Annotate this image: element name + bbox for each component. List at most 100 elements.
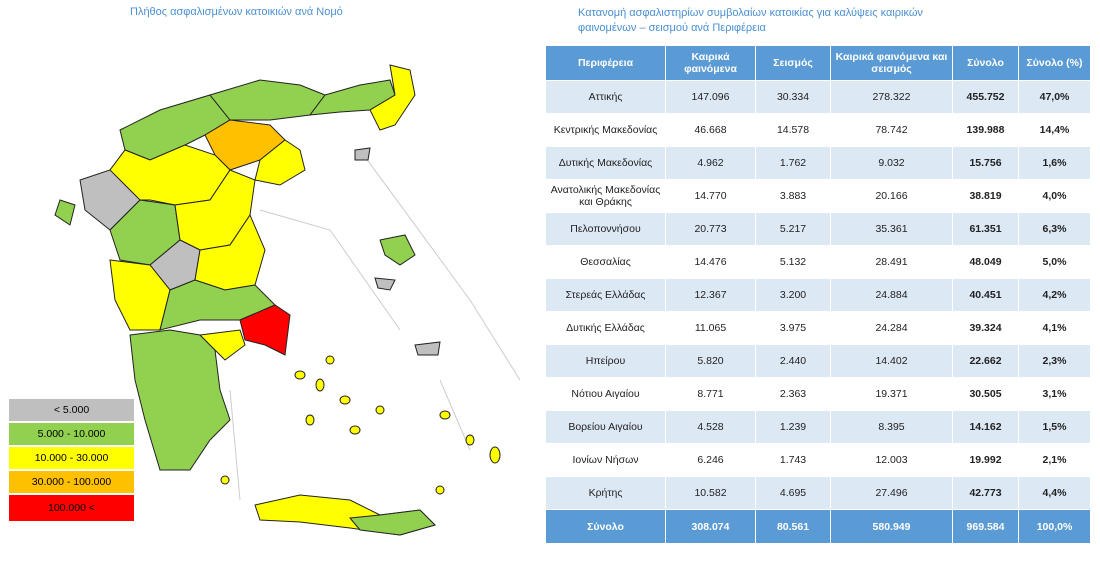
table-cell: 5.820 xyxy=(665,344,756,378)
table-cell: 30.505 xyxy=(952,377,1019,411)
table-cell: 61.351 xyxy=(952,212,1019,246)
table-cell: 4.962 xyxy=(665,146,756,180)
table-cell: 1,5% xyxy=(1018,410,1091,444)
footer-cell: 580.949 xyxy=(830,509,953,544)
sea-borders xyxy=(229,149,521,501)
table-cell: Κεντρικής Μακεδονίας xyxy=(545,113,666,147)
legend-item: 10.000 - 30.000 xyxy=(8,446,135,470)
table-cell: 4.528 xyxy=(665,410,756,444)
table-cell: Στερεάς Ελλάδας xyxy=(545,278,666,312)
table-cell: 14.476 xyxy=(665,245,756,279)
table-cell: 2,1% xyxy=(1018,443,1091,477)
table-cell: 20.166 xyxy=(830,179,953,213)
table-row: Πελοποννήσου 20.773 5.217 35.361 61.351 6,3% xyxy=(545,212,1091,246)
table-cell: 139.988 xyxy=(952,113,1019,147)
table-cell: 14.578 xyxy=(755,113,831,147)
table-cell: 40.451 xyxy=(952,278,1019,312)
table-cell: 19.992 xyxy=(952,443,1019,477)
table-cell: 2.363 xyxy=(755,377,831,411)
island-crete xyxy=(349,509,436,536)
map-title: Πλήθος ασφαλισμένων κατοικιών ανά Νομό xyxy=(130,6,343,18)
table-cell: 35.361 xyxy=(830,212,953,246)
table-row: Κεντρικής Μακεδονίας 46.668 14.578 78.742 13… xyxy=(545,113,1091,147)
table-cell: 2,3% xyxy=(1018,344,1091,378)
table-cell: Δυτικής Μακεδονίας xyxy=(545,146,666,180)
table-row: Βορείου Αιγαίου 4.528 1.239 8.395 14.162 1,5% xyxy=(545,410,1091,444)
header-cell: Σύνολο (%) xyxy=(1018,45,1091,81)
region xyxy=(209,79,326,121)
table-cell: Ανατολικής Μακεδονίας και Θράκης xyxy=(545,179,666,213)
table-row: Δυτικής Μακεδονίας 4.962 1.762 9.032 15.756 1… xyxy=(545,146,1091,180)
table-cell: 8.395 xyxy=(830,410,953,444)
table-cell: Ηπείρου xyxy=(545,344,666,378)
table-cell: 39.324 xyxy=(952,311,1019,345)
table-cell: Αττικής xyxy=(545,80,666,114)
island xyxy=(354,147,371,161)
table-row: Κρήτης 10.582 4.695 27.496 42.773 4,4% xyxy=(545,476,1091,510)
footer-cell: 308.074 xyxy=(665,509,756,544)
table-cell: 14.402 xyxy=(830,344,953,378)
table-cell: 12.003 xyxy=(830,443,953,477)
footer-cell: 80.561 xyxy=(755,509,831,544)
table-cell: 3.975 xyxy=(755,311,831,345)
table-cell: 1,6% xyxy=(1018,146,1091,180)
table-row: Ιονίων Νήσων 6.246 1.743 12.003 19.992 2,1% xyxy=(545,443,1091,477)
table-row: Ανατολικής Μακεδονίας και Θράκης 14.770 3.… xyxy=(545,179,1091,213)
table-cell: Δυτικής Ελλάδας xyxy=(545,311,666,345)
table-title: Κατανομή ασφαλιστηρίων συμβολαίων κατοικ… xyxy=(578,7,923,34)
table-cell: Θεσσαλίας xyxy=(545,245,666,279)
table: Περιφέρεια Καιρικά φαινόμενα Σεισμός Καιρικ… xyxy=(545,45,1091,544)
table-cell: 147.096 xyxy=(665,80,756,114)
header-cell: Σεισμός xyxy=(755,45,831,81)
table-cell: 278.322 xyxy=(830,80,953,114)
table-cell: 47,0% xyxy=(1018,80,1091,114)
header-row: Περιφέρεια Καιρικά φαινόμενα Σεισμός Καιρικ… xyxy=(545,45,1091,81)
table-cell: 3,1% xyxy=(1018,377,1091,411)
table-cell: Κρήτης xyxy=(545,476,666,510)
table-cell: 5,0% xyxy=(1018,245,1091,279)
header-cell: Καιρικά φαινόμενα και σεισμός xyxy=(830,45,953,81)
table-cell: 4.695 xyxy=(755,476,831,510)
table-cell: 2.440 xyxy=(755,344,831,378)
table-row: Στερεάς Ελλάδας 12.367 3.200 24.884 40.451 4,… xyxy=(545,278,1091,312)
table-cell: 12.367 xyxy=(665,278,756,312)
footer-row: Σύνολο 308.074 80.561 580.949 969.584 100,0% xyxy=(545,509,1091,544)
table-cell: 11.065 xyxy=(665,311,756,345)
legend-item: 5.000 - 10.000 xyxy=(8,422,135,446)
table-cell: 6.246 xyxy=(665,443,756,477)
table-cell: 42.773 xyxy=(952,476,1019,510)
table-cell: 14.770 xyxy=(665,179,756,213)
table-cell: Βορείου Αιγαίου xyxy=(545,410,666,444)
legend-item: 30.000 - 100.000 xyxy=(8,470,135,494)
island-group xyxy=(220,355,501,495)
header-cell: Περιφέρεια xyxy=(545,45,666,81)
table-cell: 15.756 xyxy=(952,146,1019,180)
table-cell: Πελοποννήσου xyxy=(545,212,666,246)
table-cell: 4,2% xyxy=(1018,278,1091,312)
header-cell: Καιρικά φαινόμενα xyxy=(665,45,756,81)
island xyxy=(414,341,441,356)
table-cell: 3.200 xyxy=(755,278,831,312)
header-cell: Σύνολο xyxy=(952,45,1019,81)
footer-cell: 100,0% xyxy=(1018,509,1091,544)
table-cell: 6,3% xyxy=(1018,212,1091,246)
table-cell: 20.773 xyxy=(665,212,756,246)
footer-cell: 969.584 xyxy=(952,509,1019,544)
table-cell: 1.743 xyxy=(755,443,831,477)
table-cell: 46.668 xyxy=(665,113,756,147)
table-cell: Νότιου Αιγαίου xyxy=(545,377,666,411)
table-cell: 9.032 xyxy=(830,146,953,180)
table-cell: 1.762 xyxy=(755,146,831,180)
island xyxy=(374,277,396,291)
legend-item: 100.000 < xyxy=(8,494,135,522)
table-cell: 5.217 xyxy=(755,212,831,246)
table-cell: 4,1% xyxy=(1018,311,1091,345)
region xyxy=(369,64,416,131)
region xyxy=(198,329,246,361)
table-cell: 28.491 xyxy=(830,245,953,279)
island xyxy=(54,199,76,226)
table-cell: 48.049 xyxy=(952,245,1019,279)
table-cell: 22.662 xyxy=(952,344,1019,378)
table-cell: 14.162 xyxy=(952,410,1019,444)
